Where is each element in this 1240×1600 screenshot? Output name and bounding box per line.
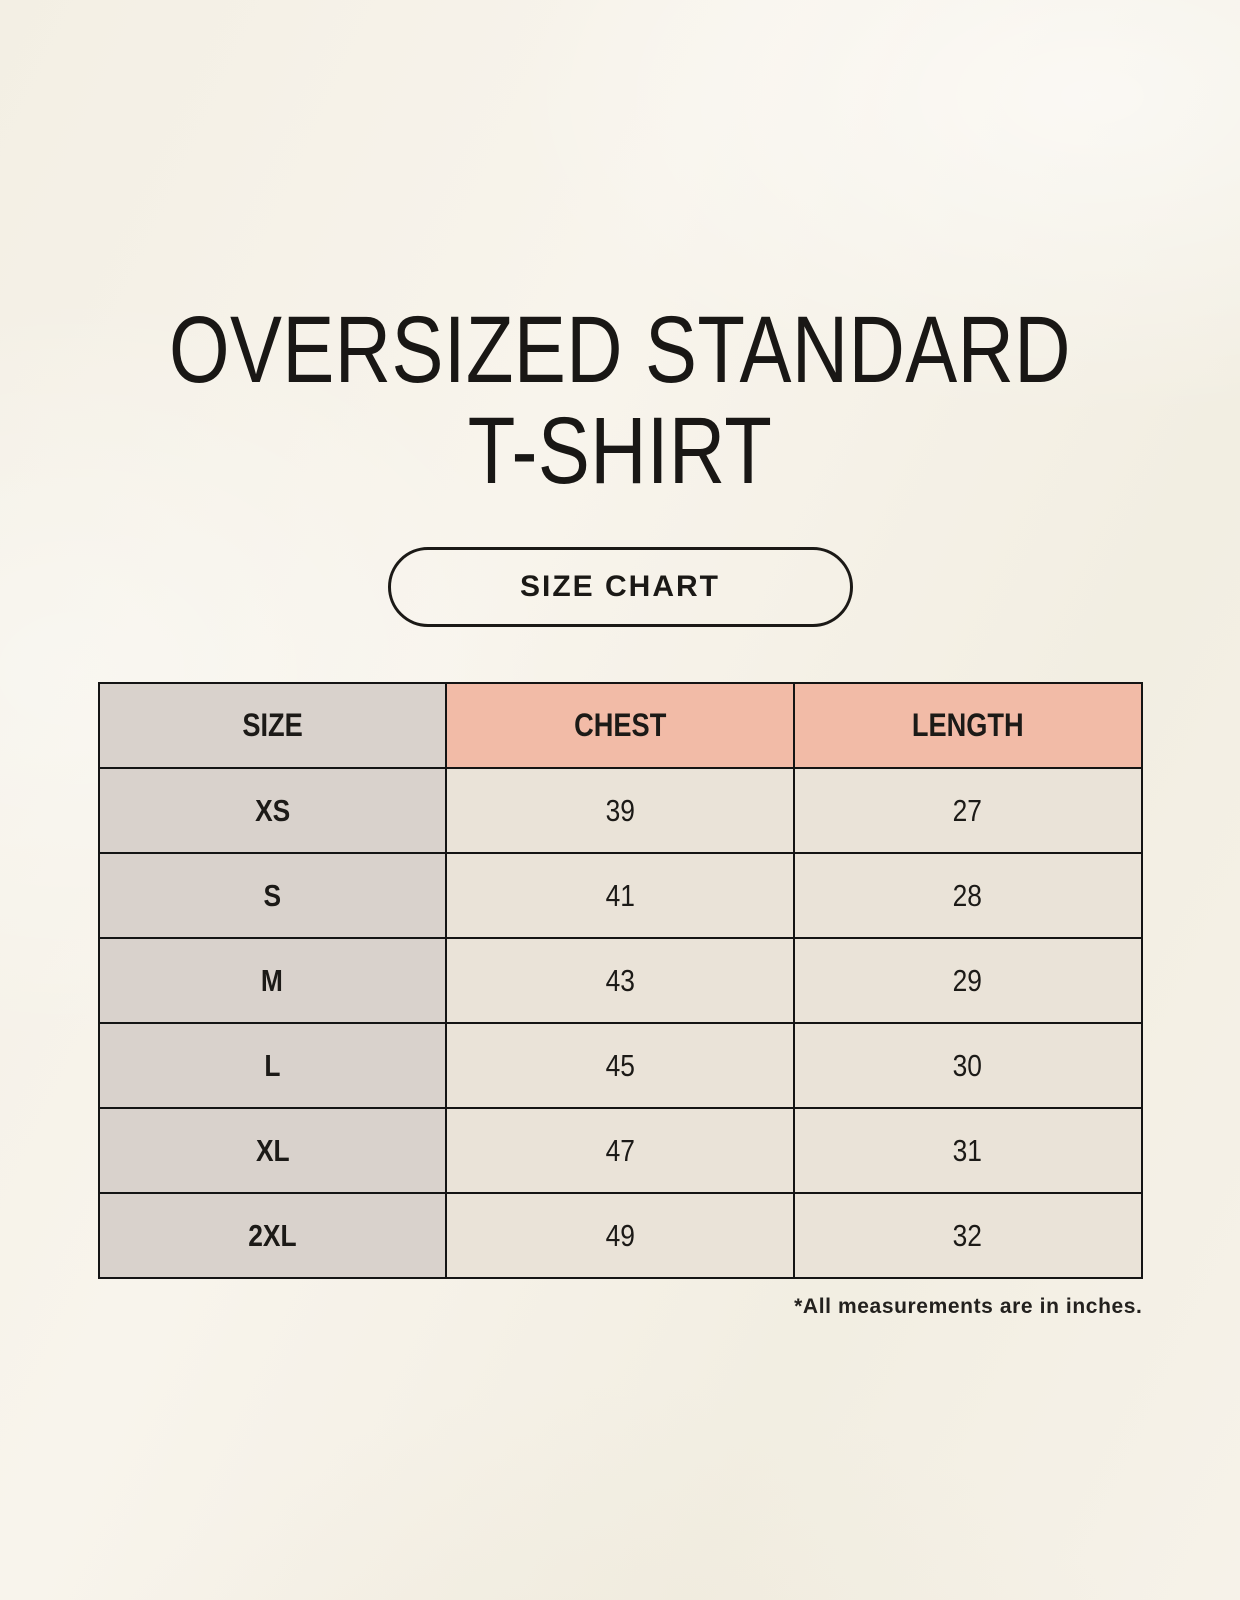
chest-cell-value: 49 xyxy=(605,1217,635,1253)
table-row: M 43 29 xyxy=(97,937,1143,1025)
size-cell-label: L xyxy=(264,1047,281,1083)
length-cell-value: 28 xyxy=(952,877,983,913)
length-cell-value: 27 xyxy=(952,792,983,828)
column-header-size-label: SIZE xyxy=(242,707,303,744)
length-cell: 32 xyxy=(792,1192,1143,1280)
size-cell: S xyxy=(97,852,448,940)
size-cell: L xyxy=(97,1022,448,1110)
column-header-length: LENGTH xyxy=(792,682,1143,770)
column-header-chest: CHEST xyxy=(445,682,795,770)
chest-cell-value: 41 xyxy=(605,877,635,913)
table-row: XS 39 27 xyxy=(97,767,1143,855)
chest-cell-value: 43 xyxy=(605,962,635,998)
column-header-chest-label: CHEST xyxy=(573,707,667,744)
length-cell: 27 xyxy=(792,767,1143,855)
length-cell-value: 32 xyxy=(952,1217,983,1253)
size-cell: M xyxy=(97,937,448,1025)
page-title-line-2: T-SHIRT xyxy=(467,397,773,504)
size-cell-label: XL xyxy=(255,1132,290,1168)
size-cell: 2XL xyxy=(97,1192,448,1280)
length-cell: 31 xyxy=(792,1107,1143,1195)
table-row: S 41 28 xyxy=(97,852,1143,940)
chest-cell: 39 xyxy=(445,767,795,855)
table-row: 2XL 49 32 xyxy=(97,1192,1143,1280)
size-chart-button[interactable]: SIZE CHART xyxy=(387,547,853,628)
length-cell: 30 xyxy=(792,1022,1143,1110)
table-row: L 45 30 xyxy=(97,1022,1143,1110)
page-title: OVERSIZED STANDARD T-SHIRT xyxy=(112,300,1129,501)
length-cell-value: 31 xyxy=(952,1132,983,1168)
size-cell-label: 2XL xyxy=(248,1217,297,1253)
measurements-footnote: *All measurements are in inches. xyxy=(794,1295,1143,1319)
size-cell: XS xyxy=(97,767,448,855)
table-row: XL 47 31 xyxy=(97,1107,1143,1195)
size-chart-button-label: SIZE CHART xyxy=(520,570,720,604)
size-cell: XL xyxy=(97,1107,448,1195)
length-cell-value: 29 xyxy=(952,962,983,998)
page-title-line-1: OVERSIZED STANDARD xyxy=(169,297,1071,403)
chest-cell-value: 47 xyxy=(605,1132,635,1168)
chest-cell: 49 xyxy=(445,1192,795,1280)
table-header-row: SIZE CHEST LENGTH xyxy=(97,682,1143,770)
chest-cell-value: 39 xyxy=(605,792,635,828)
size-cell-label: S xyxy=(263,877,282,913)
size-cell-label: M xyxy=(261,962,284,998)
column-header-size: SIZE xyxy=(97,682,448,770)
size-cell-label: XS xyxy=(254,792,290,828)
column-header-length-label: LENGTH xyxy=(911,707,1024,744)
size-table: SIZE CHEST LENGTH XS 39 27 S 41 xyxy=(97,682,1143,1280)
chest-cell: 43 xyxy=(445,937,795,1025)
length-cell-value: 30 xyxy=(952,1047,983,1083)
chest-cell: 45 xyxy=(445,1022,795,1110)
chest-cell: 47 xyxy=(445,1107,795,1195)
chest-cell: 41 xyxy=(445,852,795,940)
chest-cell-value: 45 xyxy=(605,1047,635,1083)
length-cell: 29 xyxy=(792,937,1143,1025)
size-table-body: XS 39 27 S 41 28 M 43 29 L xyxy=(97,767,1143,1280)
length-cell: 28 xyxy=(792,852,1143,940)
